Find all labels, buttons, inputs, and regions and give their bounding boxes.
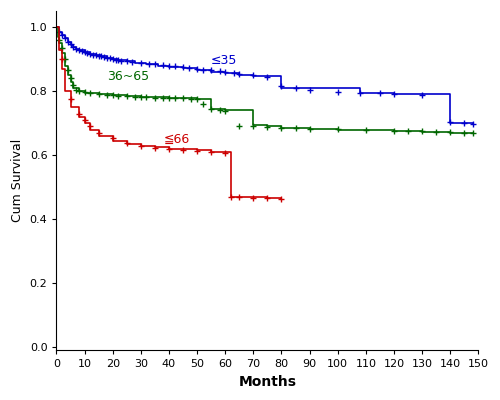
- Text: ≤35: ≤35: [211, 54, 238, 67]
- Text: ≦66: ≦66: [164, 133, 190, 146]
- Y-axis label: Cum Survival: Cum Survival: [11, 139, 24, 222]
- Text: 36~65: 36~65: [107, 70, 149, 83]
- X-axis label: Months: Months: [238, 375, 296, 389]
